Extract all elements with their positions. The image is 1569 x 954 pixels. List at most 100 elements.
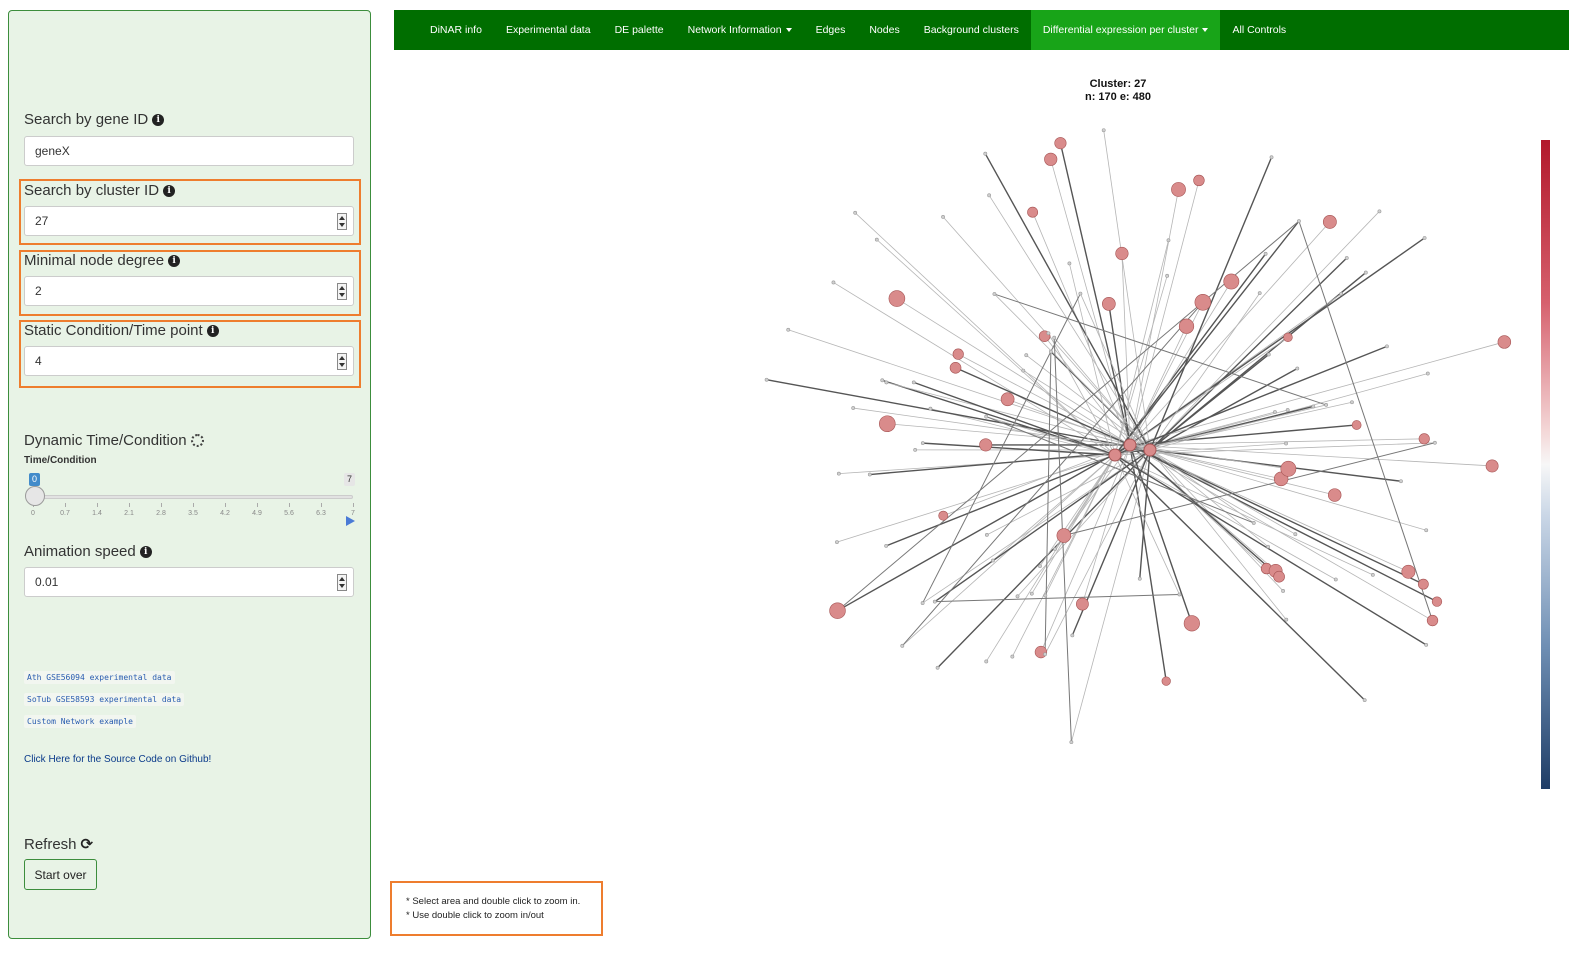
tab-experimental-data[interactable]: Experimental data — [505, 24, 591, 36]
network-node[interactable] — [1485, 459, 1499, 473]
network-node[interactable] — [835, 540, 839, 544]
network-node[interactable] — [1069, 740, 1074, 745]
network-node[interactable] — [786, 327, 791, 332]
network-node[interactable] — [1166, 238, 1171, 243]
tab-dinar-info[interactable]: DiNAR info — [430, 24, 482, 36]
network-node[interactable] — [888, 290, 906, 307]
network-node[interactable] — [1102, 297, 1116, 311]
network-node[interactable] — [1161, 676, 1171, 686]
info-icon[interactable]: i — [163, 184, 176, 197]
network-node[interactable] — [992, 292, 997, 296]
info-icon[interactable]: i — [152, 113, 165, 126]
network-node[interactable] — [1297, 219, 1301, 224]
network-node[interactable] — [1377, 209, 1382, 214]
network-node[interactable] — [1401, 564, 1416, 579]
network-node[interactable] — [1280, 460, 1297, 477]
info-icon[interactable]: i — [168, 254, 181, 267]
network-node[interactable] — [952, 348, 964, 360]
network-node[interactable] — [884, 543, 889, 548]
network-node[interactable] — [1101, 128, 1106, 133]
network-node[interactable] — [920, 601, 925, 605]
network-node[interactable] — [1048, 349, 1053, 354]
network-node[interactable] — [880, 378, 885, 383]
network-node[interactable] — [1424, 643, 1429, 647]
start-over-button[interactable]: Start over — [24, 859, 97, 890]
network-node[interactable] — [1432, 440, 1437, 445]
network-node[interactable] — [1054, 137, 1067, 150]
network-node[interactable] — [1067, 261, 1072, 266]
network-node[interactable] — [1010, 654, 1015, 659]
network-node[interactable] — [941, 215, 945, 219]
gene-search-input[interactable]: geneX — [24, 136, 354, 166]
network-node[interactable] — [1171, 182, 1186, 197]
network-node[interactable] — [1046, 331, 1051, 336]
network-node[interactable] — [1257, 291, 1262, 296]
network-node[interactable] — [928, 406, 933, 411]
network-node[interactable] — [1251, 521, 1256, 525]
network-node[interactable] — [1193, 174, 1205, 187]
tab-de-palette[interactable]: DE palette — [614, 24, 664, 36]
network-node[interactable] — [1285, 408, 1290, 412]
network-node[interactable] — [1283, 332, 1293, 343]
network-node[interactable] — [1029, 591, 1034, 596]
stepper-icon[interactable] — [337, 283, 347, 300]
network-node[interactable] — [991, 558, 995, 563]
network-node[interactable] — [1056, 528, 1072, 543]
network-node[interactable] — [831, 280, 836, 285]
sotub-data-link[interactable]: SoTub GSE58593 experimental data — [24, 693, 185, 706]
network-node[interactable] — [1038, 564, 1042, 569]
network-node[interactable] — [1362, 698, 1367, 703]
network-node[interactable] — [1339, 291, 1344, 296]
network-node[interactable] — [984, 414, 989, 419]
info-icon[interactable]: i — [206, 324, 219, 337]
network-node[interactable] — [1034, 645, 1048, 659]
ath-data-link[interactable]: Ath GSE56094 experimental data — [24, 671, 175, 684]
tab-edges[interactable]: Edges — [815, 24, 846, 36]
network-node[interactable] — [1273, 410, 1277, 414]
network-node[interactable] — [1424, 528, 1429, 533]
custom-network-link[interactable]: Custom Network example — [24, 715, 136, 728]
network-node[interactable] — [764, 377, 769, 382]
network-node[interactable] — [1431, 596, 1443, 607]
network-node[interactable] — [979, 438, 993, 452]
network-node[interactable] — [1015, 594, 1020, 599]
network-node[interactable] — [1052, 335, 1057, 340]
network-node[interactable] — [1328, 488, 1342, 502]
network-node[interactable] — [1295, 366, 1300, 371]
network-node[interactable] — [1351, 420, 1362, 430]
network-node[interactable] — [1385, 344, 1389, 349]
network-graph[interactable] — [700, 120, 1520, 800]
network-node[interactable] — [920, 441, 925, 446]
network-node[interactable] — [851, 406, 856, 410]
network-node[interactable] — [1417, 578, 1429, 590]
network-node[interactable] — [829, 602, 846, 619]
network-node[interactable] — [1024, 353, 1029, 358]
network-node[interactable] — [1000, 392, 1015, 407]
network-node[interactable] — [1399, 479, 1403, 484]
network-node[interactable] — [1425, 371, 1430, 376]
network-node[interactable] — [1137, 576, 1142, 581]
network-node[interactable] — [1177, 592, 1182, 597]
play-icon[interactable] — [346, 516, 355, 526]
network-node[interactable] — [938, 510, 949, 521]
network-node[interactable] — [1263, 251, 1268, 256]
hub-node[interactable] — [1123, 438, 1137, 452]
network-node[interactable] — [900, 643, 905, 648]
network-node[interactable] — [1053, 547, 1057, 551]
hub-node[interactable] — [1108, 448, 1122, 462]
network-node[interactable] — [1422, 236, 1427, 240]
network-node[interactable] — [1281, 589, 1285, 593]
network-node[interactable] — [1223, 273, 1240, 290]
network-node[interactable] — [1043, 652, 1047, 657]
network-node[interactable] — [987, 193, 992, 198]
network-node[interactable] — [1333, 577, 1338, 582]
stepper-icon[interactable] — [337, 213, 347, 230]
network-node[interactable] — [1021, 368, 1026, 373]
network-node[interactable] — [874, 237, 879, 242]
network-node[interactable] — [1324, 403, 1329, 407]
network-node[interactable] — [867, 472, 872, 477]
network-node[interactable] — [1266, 352, 1271, 357]
tab-nodes[interactable]: Nodes — [869, 24, 900, 36]
network-node[interactable] — [1043, 593, 1048, 598]
network-node[interactable] — [984, 659, 989, 664]
